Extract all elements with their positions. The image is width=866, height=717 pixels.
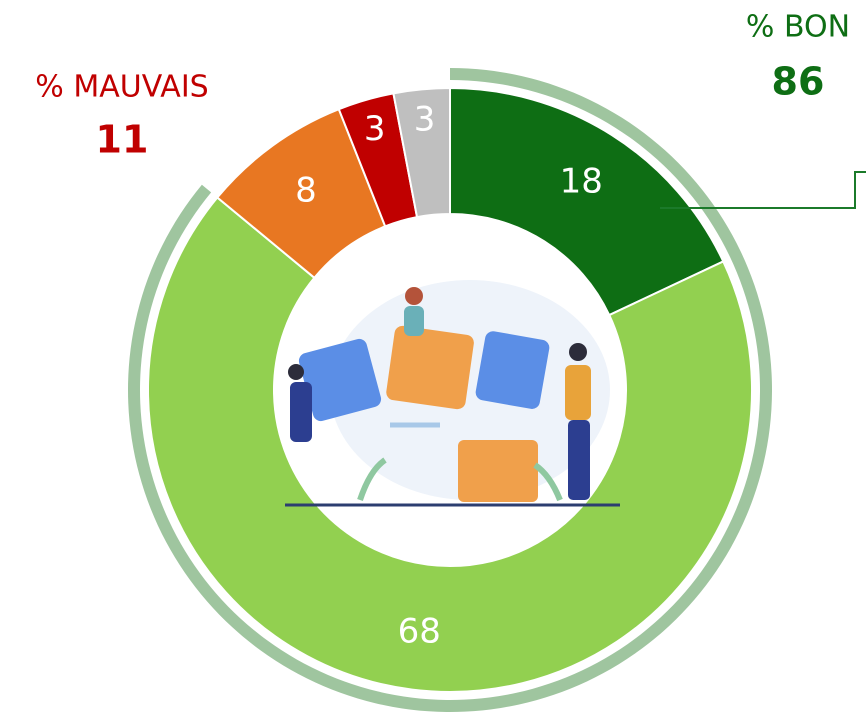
group-value: 86 — [772, 60, 825, 104]
leader-line — [660, 171, 866, 209]
segments: 18 68 8 3 3 — [147, 86, 753, 693]
segment-label: 3 — [414, 100, 436, 140]
segment-label: 8 — [295, 170, 317, 210]
segment-label: 68 — [398, 612, 441, 652]
segment-label: 3 — [364, 109, 386, 149]
group-label: % MAUVAIS — [35, 70, 208, 105]
group-label: % BON — [746, 10, 850, 45]
group-value: 11 — [96, 118, 149, 162]
segment-label: 18 — [560, 162, 603, 202]
illustration — [285, 280, 620, 507]
